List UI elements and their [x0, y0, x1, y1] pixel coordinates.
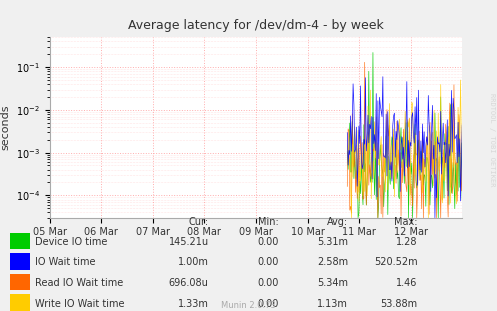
Text: IO Wait time: IO Wait time — [35, 258, 95, 267]
Text: 1.33m: 1.33m — [178, 299, 209, 309]
Bar — [10, 233, 30, 249]
Text: 1.00m: 1.00m — [178, 258, 209, 267]
Text: 520.52m: 520.52m — [374, 258, 417, 267]
Text: 145.21u: 145.21u — [168, 237, 209, 247]
Text: Device IO time: Device IO time — [35, 237, 107, 247]
Text: 53.88m: 53.88m — [380, 299, 417, 309]
Bar — [10, 253, 30, 270]
Bar — [10, 294, 30, 311]
Text: 696.08u: 696.08u — [169, 278, 209, 288]
Title: Average latency for /dev/dm-4 - by week: Average latency for /dev/dm-4 - by week — [128, 19, 384, 32]
Text: Max:: Max: — [394, 217, 417, 227]
Text: 0.00: 0.00 — [257, 278, 278, 288]
Text: Write IO Wait time: Write IO Wait time — [35, 299, 124, 309]
Text: 5.34m: 5.34m — [317, 278, 348, 288]
Text: 1.28: 1.28 — [396, 237, 417, 247]
Text: 0.00: 0.00 — [257, 299, 278, 309]
Text: 0.00: 0.00 — [257, 237, 278, 247]
Bar — [10, 274, 30, 290]
Text: Cur:: Cur: — [189, 217, 209, 227]
Text: Munin 2.0.73: Munin 2.0.73 — [221, 301, 276, 310]
Y-axis label: seconds: seconds — [0, 105, 10, 150]
Text: 1.46: 1.46 — [396, 278, 417, 288]
Text: Min:: Min: — [257, 217, 278, 227]
Text: 2.58m: 2.58m — [317, 258, 348, 267]
Text: 1.13m: 1.13m — [317, 299, 348, 309]
Text: 5.31m: 5.31m — [317, 237, 348, 247]
Text: Avg:: Avg: — [327, 217, 348, 227]
Text: Read IO Wait time: Read IO Wait time — [35, 278, 123, 288]
Text: RRDTOOL / TOBI OETIKER: RRDTOOL / TOBI OETIKER — [489, 93, 495, 187]
Text: 0.00: 0.00 — [257, 258, 278, 267]
